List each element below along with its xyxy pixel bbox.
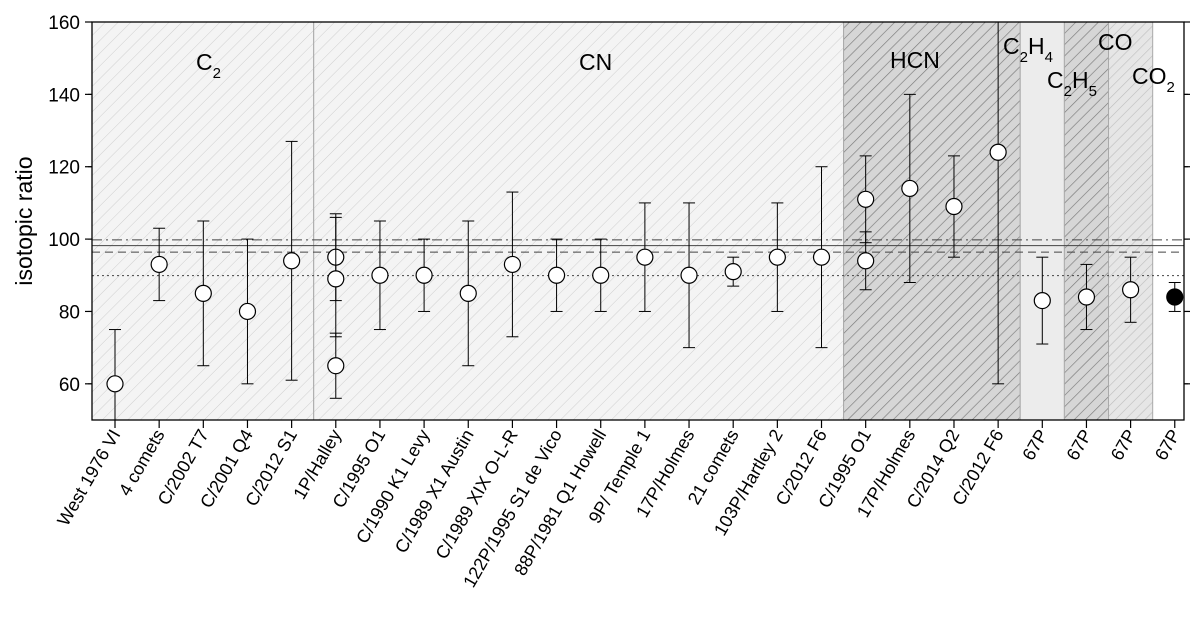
region-label-4: C2H5 (1047, 67, 1097, 100)
data-point-11 (503, 255, 522, 274)
region-label-0: C2 (196, 49, 221, 82)
region-label-main: C (1047, 67, 1064, 93)
data-point-10 (459, 284, 477, 302)
data-point-21 (901, 179, 919, 198)
regions-layer (91, 21, 1154, 421)
region-label-main2: H (1072, 67, 1089, 93)
data-point-17 (768, 248, 786, 266)
region-1 (313, 21, 845, 421)
data-point-23 (989, 143, 1007, 161)
region-label-sub: 2 (1020, 49, 1028, 66)
y-tick-label-160: 160 (48, 13, 80, 34)
region-label-5: CO (1098, 29, 1133, 55)
x-category-label-24: 67P (1151, 426, 1184, 464)
region-label-main: HCN (890, 47, 940, 73)
data-point-27 (1166, 288, 1184, 306)
data-point-24 (1033, 292, 1051, 310)
plot-frame (91, 21, 1185, 421)
region-label-main: CN (579, 49, 612, 75)
data-point-4 (283, 252, 301, 270)
data-point-7 (327, 357, 345, 375)
data-point-25 (1077, 288, 1096, 306)
y-axis-title: isotopic ratio (11, 156, 37, 285)
y-tick-label-100: 100 (48, 230, 80, 251)
x-category-label-23: 67P (1107, 426, 1140, 464)
region-label-main: CO (1098, 29, 1133, 55)
data-point-12 (547, 266, 566, 284)
region-2 (843, 21, 1021, 421)
data-point-9 (415, 266, 433, 284)
data-point-1 (150, 255, 168, 274)
data-point-26 (1122, 281, 1140, 299)
region-3 (1019, 21, 1065, 421)
region-label-sub2: 4 (1045, 49, 1053, 66)
region-label-sub: 2 (1167, 79, 1175, 96)
region-label-6: CO2 (1132, 63, 1175, 96)
region-label-3: C2H4 (1003, 33, 1053, 66)
region-label-main: CO (1132, 63, 1167, 89)
region-label-sub: 2 (1064, 83, 1072, 100)
data-point-6 (327, 270, 345, 288)
data-point-22 (945, 197, 963, 216)
data-points-layer (106, 21, 1184, 421)
data-point-0 (106, 375, 124, 393)
data-point-18 (812, 248, 831, 266)
data-point-2 (194, 284, 212, 302)
data-point-16 (724, 263, 742, 281)
axes-layer (85, 21, 1190, 428)
region-5 (1108, 21, 1154, 421)
region-label-1: CN (579, 49, 612, 75)
region-label-2: HCN (890, 47, 940, 73)
data-point-14 (636, 248, 654, 266)
data-point-8 (371, 266, 389, 284)
data-point-3 (238, 302, 257, 321)
data-point-20 (857, 252, 875, 270)
data-point-19 (857, 190, 875, 208)
region-label-main: C (196, 49, 213, 75)
y-tick-label-60: 60 (59, 375, 80, 396)
x-category-label-0: West 1976 VI (53, 426, 124, 529)
region-label-main2: H (1028, 33, 1045, 59)
y-tick-label-120: 120 (48, 158, 80, 179)
data-point-13 (592, 266, 610, 284)
region-label-sub2: 5 (1089, 83, 1097, 100)
x-category-label-21: 67P (1018, 426, 1051, 464)
data-point-15 (680, 266, 698, 284)
region-label-main: C (1003, 33, 1020, 59)
x-category-label-22: 67P (1063, 426, 1096, 464)
region-label-sub: 2 (213, 65, 221, 82)
y-tick-label-80: 80 (59, 302, 80, 323)
y-tick-label-140: 140 (48, 85, 80, 106)
